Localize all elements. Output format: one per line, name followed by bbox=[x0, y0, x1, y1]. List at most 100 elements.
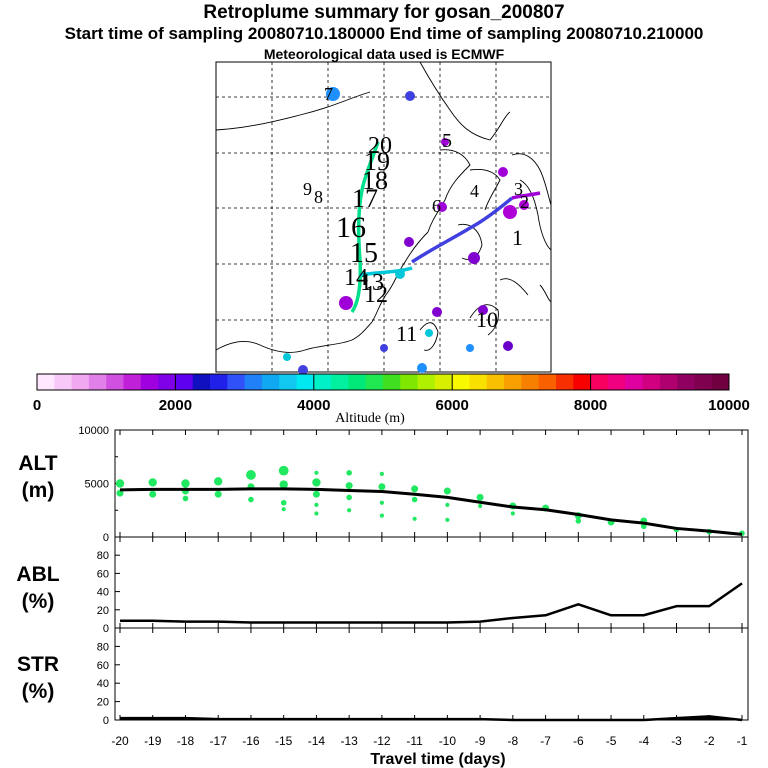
altitude-cluster-point bbox=[378, 483, 386, 491]
y-tick-label: 10000 bbox=[78, 425, 109, 437]
altitude-cluster-point bbox=[246, 470, 256, 480]
cluster-dots bbox=[283, 87, 529, 375]
colorbar-cell bbox=[434, 374, 453, 390]
colorbar-cell bbox=[37, 374, 55, 390]
colorbar-cell bbox=[140, 374, 159, 390]
colorbar-cell bbox=[210, 374, 228, 390]
colorbar-cell bbox=[244, 374, 263, 390]
colorbar-cell bbox=[54, 374, 73, 390]
colorbar-cell bbox=[175, 374, 194, 390]
cluster-dot bbox=[417, 363, 427, 373]
cluster-dot bbox=[432, 307, 442, 317]
altitude-cluster-point bbox=[248, 496, 254, 503]
x-tick-label: -3 bbox=[671, 734, 682, 748]
chart-title: Retroplume summary for gosan_200807 bbox=[203, 2, 565, 23]
cluster-dot bbox=[405, 91, 415, 101]
colorbar-cell bbox=[192, 374, 211, 390]
altitude-cluster-point bbox=[379, 471, 384, 476]
map-graticule bbox=[216, 62, 551, 372]
plume-day-label: 19 bbox=[364, 147, 390, 176]
y-tick-label: 40 bbox=[97, 678, 109, 690]
colorbar-cell bbox=[556, 374, 574, 390]
colorbar-cell bbox=[279, 374, 297, 390]
colorbar-cell bbox=[642, 374, 661, 390]
colorbar-tick-label: 10000 bbox=[708, 397, 750, 414]
altitude-cluster-point bbox=[314, 502, 319, 507]
plume-day-label: 7 bbox=[324, 84, 333, 104]
altitude-cluster-point bbox=[148, 478, 157, 487]
plume-day-label: 18 bbox=[362, 166, 388, 195]
cluster-dot bbox=[404, 237, 414, 247]
x-tick-label: -20 bbox=[111, 734, 129, 748]
altitude-cluster-point bbox=[281, 507, 286, 512]
coastlines bbox=[215, 61, 552, 353]
x-tick-label: -2 bbox=[704, 734, 715, 748]
altitude-cluster-point bbox=[411, 496, 418, 503]
colorbar-tick-label: 8000 bbox=[574, 397, 607, 414]
map-frame bbox=[215, 61, 552, 373]
colorbar-cell bbox=[521, 374, 540, 390]
altitude-cluster-point bbox=[346, 494, 352, 501]
plume-day-label: 20 bbox=[368, 133, 392, 159]
y-tick-label: 80 bbox=[97, 641, 109, 653]
cluster-dot bbox=[298, 365, 308, 375]
panel-axis-label: (m) bbox=[22, 479, 55, 502]
altitude-cluster-point bbox=[312, 490, 320, 498]
colorbar-cell bbox=[486, 374, 505, 390]
altitude-cluster-point bbox=[278, 465, 289, 476]
cluster-dot bbox=[283, 353, 291, 361]
colorbar-tick-label: 2000 bbox=[159, 397, 192, 414]
x-tick-label: -5 bbox=[606, 734, 617, 748]
altitude-cluster-point bbox=[411, 485, 419, 493]
cluster-dot bbox=[498, 167, 508, 177]
colorbar-tick-label: 0 bbox=[33, 397, 41, 414]
colorbar-cell bbox=[694, 374, 713, 390]
panel-frame bbox=[114, 429, 749, 538]
altitude-cluster-point bbox=[182, 495, 189, 502]
colorbar-cell bbox=[400, 374, 419, 390]
x-tick-label: -17 bbox=[210, 734, 228, 748]
str-panel: STR (%) 80 60 40 20 0-20 -19 -18 -17 -16 -15 -14 -13 -… bbox=[17, 627, 749, 768]
plume-day-label: 10 bbox=[476, 307, 498, 332]
altitude-colorbar: 0 2000 4000 6000 8000 10000 Altitude (m) bbox=[33, 373, 750, 426]
x-tick-label: -1 bbox=[737, 734, 748, 748]
plume-day-label: 6 bbox=[432, 196, 441, 216]
colorbar-cell bbox=[607, 374, 626, 390]
colorbar-cell bbox=[417, 374, 436, 390]
cluster-dot bbox=[380, 344, 388, 352]
altitude-cluster-point bbox=[640, 523, 647, 530]
altitude-cluster-point bbox=[379, 513, 384, 518]
altitude-cluster-point bbox=[443, 487, 451, 495]
cluster-dot bbox=[503, 341, 513, 351]
panel-frame bbox=[114, 627, 749, 721]
y-tick-label: 80 bbox=[97, 550, 109, 562]
altitude-cluster-point bbox=[314, 511, 319, 516]
altitude-cluster-point bbox=[476, 493, 484, 501]
altitude-cluster-point bbox=[575, 518, 582, 524]
series-line bbox=[119, 487, 743, 536]
plume-day-label: 15 bbox=[350, 238, 378, 269]
x-tick-label: -11 bbox=[406, 734, 423, 748]
altitude-cluster-point bbox=[347, 508, 352, 513]
x-tick-label: -9 bbox=[475, 734, 486, 748]
altitude-cluster-point bbox=[214, 490, 222, 498]
colorbar-cell bbox=[365, 374, 384, 390]
cluster-dot bbox=[441, 138, 449, 146]
cluster-dot bbox=[339, 296, 353, 310]
y-tick-label: 5000 bbox=[85, 479, 109, 491]
sampling-time-subtitle: Start time of sampling 20080710.180000 E… bbox=[64, 24, 704, 43]
plume-day-label: 9 bbox=[303, 179, 312, 199]
colorbar-cell bbox=[469, 374, 488, 390]
colorbar-tick-label: 6000 bbox=[436, 397, 469, 414]
y-tick-label: 20 bbox=[97, 605, 109, 617]
cluster-dot bbox=[326, 87, 340, 101]
x-tick-label: -14 bbox=[308, 734, 326, 748]
panel-frame bbox=[114, 536, 749, 629]
altitude-cluster-point bbox=[312, 478, 321, 487]
colorbar-cell bbox=[261, 374, 280, 390]
panel-axis-label: (%) bbox=[22, 680, 55, 703]
cluster-dot bbox=[425, 329, 433, 337]
colorbar-cell bbox=[504, 374, 522, 390]
colorbar-cell bbox=[313, 374, 332, 390]
